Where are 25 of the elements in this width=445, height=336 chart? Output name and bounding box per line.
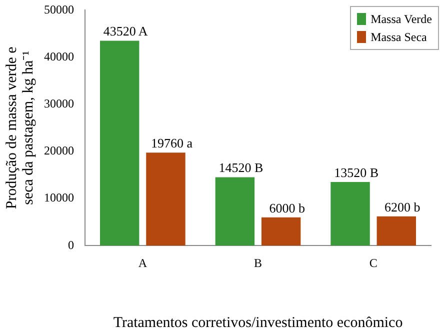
data-label: 6200 b xyxy=(384,199,420,214)
y-axis-title: Produção de massa verde e seca da pastagem, kg ha⁻¹ xyxy=(4,46,37,210)
bar xyxy=(215,177,255,246)
bar xyxy=(261,217,301,246)
data-label: 19760 a xyxy=(150,135,193,150)
legend-label: Massa Seca xyxy=(370,29,427,46)
bar xyxy=(146,152,186,246)
bar xyxy=(330,182,370,246)
x-tick-label: B xyxy=(254,256,262,270)
data-label: 6000 b xyxy=(269,200,305,216)
y-tick-label: 0 xyxy=(68,238,74,252)
y-tick-label: 20000 xyxy=(44,144,74,158)
y-tick-label: 50000 xyxy=(44,2,74,16)
y-tick-label: 40000 xyxy=(44,49,74,64)
legend-label: Massa Verde xyxy=(370,11,432,28)
x-tick-label: A xyxy=(138,256,148,270)
data-label: 13520 B xyxy=(334,164,379,180)
bar xyxy=(376,216,416,246)
y-tick-label: 30000 xyxy=(44,96,74,111)
y-tick-label: 10000 xyxy=(44,190,74,205)
data-label: 14520 B xyxy=(218,160,264,176)
x-axis-title: Tratamentos corretivos/investimento econômico xyxy=(113,314,403,331)
x-tick-label: C xyxy=(369,256,378,270)
data-label: 43520 A xyxy=(103,24,148,39)
bar xyxy=(100,40,140,246)
